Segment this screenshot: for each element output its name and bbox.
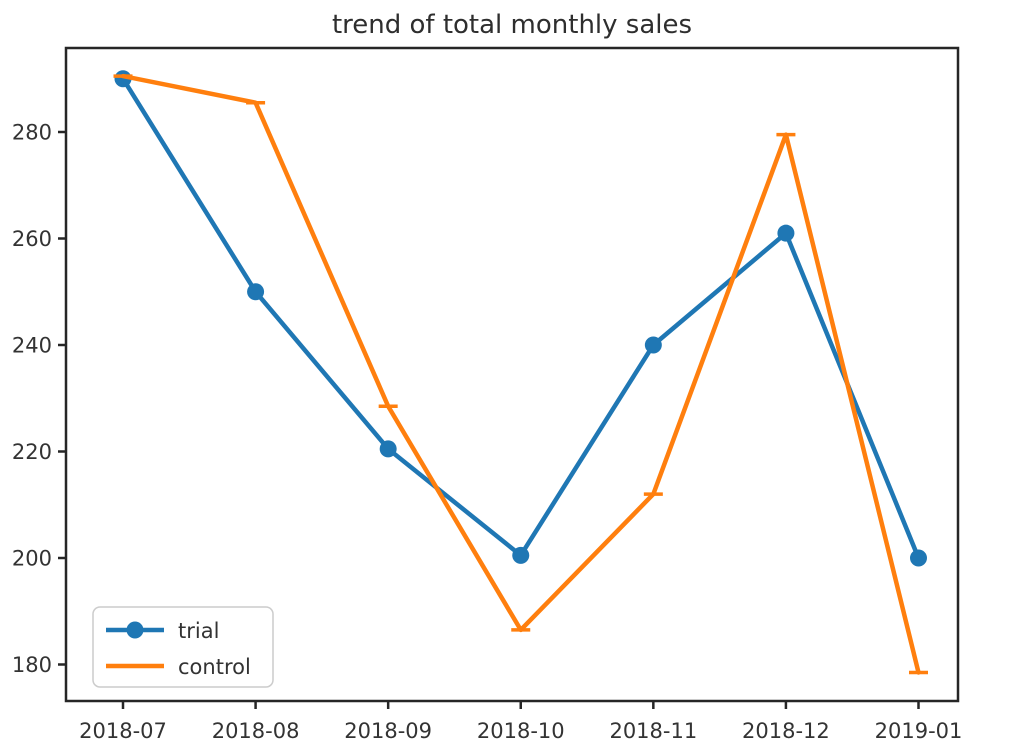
x-tick-label: 2018-11 bbox=[609, 719, 697, 743]
trial-line bbox=[120, 76, 921, 561]
chart-title: trend of total monthly sales bbox=[332, 10, 692, 40]
y-tick-label: 240 bbox=[12, 334, 52, 358]
legend: trial control bbox=[92, 606, 274, 688]
legend-item-control: control bbox=[106, 655, 251, 679]
legend-item-trial: trial bbox=[106, 619, 219, 643]
legend-control-label: control bbox=[178, 655, 251, 679]
plot-area: 180 200 220 240 260 280 2018-07 2018-08 2018-09 2… bbox=[12, 46, 963, 743]
trial-marker bbox=[379, 440, 397, 458]
control-line bbox=[120, 73, 921, 675]
plot-frame bbox=[64, 46, 960, 703]
x-tick-label: 2018-08 bbox=[212, 719, 300, 743]
legend-trial-label: trial bbox=[178, 619, 219, 643]
y-tick-label: 280 bbox=[12, 121, 52, 145]
y-tick-label: 200 bbox=[12, 547, 52, 571]
trial-marker bbox=[910, 549, 927, 567]
x-tick-label: 2018-09 bbox=[344, 719, 432, 743]
x-tick-label: 2018-07 bbox=[79, 719, 167, 743]
x-tick-label: 2018-10 bbox=[477, 719, 565, 743]
trial-marker bbox=[644, 336, 662, 354]
y-tick-label: 180 bbox=[12, 653, 52, 677]
trial-marker bbox=[247, 283, 265, 301]
legend-trial-marker bbox=[126, 621, 144, 639]
y-tick-label: 260 bbox=[12, 227, 52, 251]
x-tick-label: 2018-12 bbox=[742, 719, 830, 743]
y-tick-label: 220 bbox=[12, 440, 52, 464]
trial-marker bbox=[512, 546, 530, 564]
x-tick-label: 2019-01 bbox=[875, 719, 963, 743]
trial-marker bbox=[777, 224, 795, 242]
